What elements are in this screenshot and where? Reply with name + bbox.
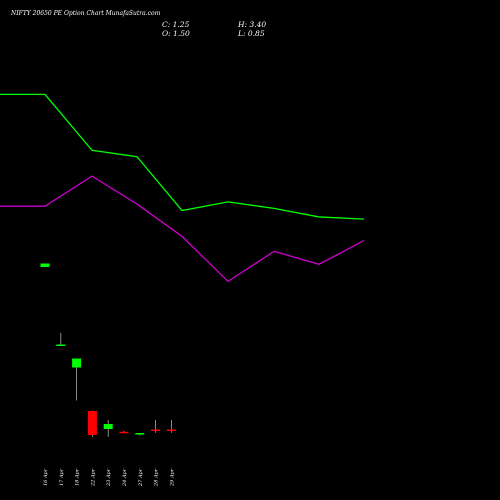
x-tick-label: 23 Apr — [106, 468, 112, 487]
x-tick-label: 28 Apr — [154, 468, 160, 487]
candle-22-apr — [87, 410, 97, 437]
candle-28-apr — [151, 420, 161, 433]
candles — [40, 263, 176, 437]
open-value: O: 1.50 — [162, 29, 190, 38]
candle-body — [40, 263, 50, 267]
candle-29-apr — [166, 420, 176, 433]
candle-body — [87, 411, 97, 435]
candle-body — [119, 431, 129, 434]
candle-23-apr — [103, 420, 113, 437]
low-value: L: 0.85 — [238, 29, 265, 38]
candle-body — [72, 358, 82, 368]
candle-17-apr — [56, 333, 66, 346]
x-axis-ticks: 16 Apr 17 Apr 18 Apr 22 Apr 23 Apr 24 Apr 27 A… — [43, 468, 175, 487]
x-tick-label: 18 Apr — [75, 468, 81, 486]
moving-average-lines — [0, 93, 365, 283]
candle-body — [103, 424, 113, 429]
moving-average-line-1 — [0, 93, 365, 220]
candle-27-apr — [135, 433, 145, 436]
high-value: H: 3.40 — [238, 20, 267, 29]
x-tick-label: 24 Apr — [122, 468, 128, 487]
x-tick-label: 22 Apr — [90, 468, 96, 487]
x-tick-label: 29 Apr — [169, 468, 175, 487]
candle-24-apr — [119, 431, 129, 434]
candle-18-apr — [72, 358, 82, 401]
x-tick-label: 27 Apr — [138, 468, 144, 487]
moving-average-line-2 — [0, 175, 365, 283]
x-tick-label: 16 Apr — [43, 468, 49, 486]
candle-16-apr — [40, 263, 50, 267]
candle-body — [151, 429, 161, 431]
candle-body — [56, 344, 66, 346]
candle-body — [166, 429, 176, 431]
x-tick-label: 17 Apr — [59, 468, 65, 486]
chart-title: NIFTY 20650 PE Option Chart MunafaSutra.… — [11, 10, 161, 17]
close-value: C: 1.25 — [162, 20, 190, 29]
candle-body — [135, 433, 145, 435]
